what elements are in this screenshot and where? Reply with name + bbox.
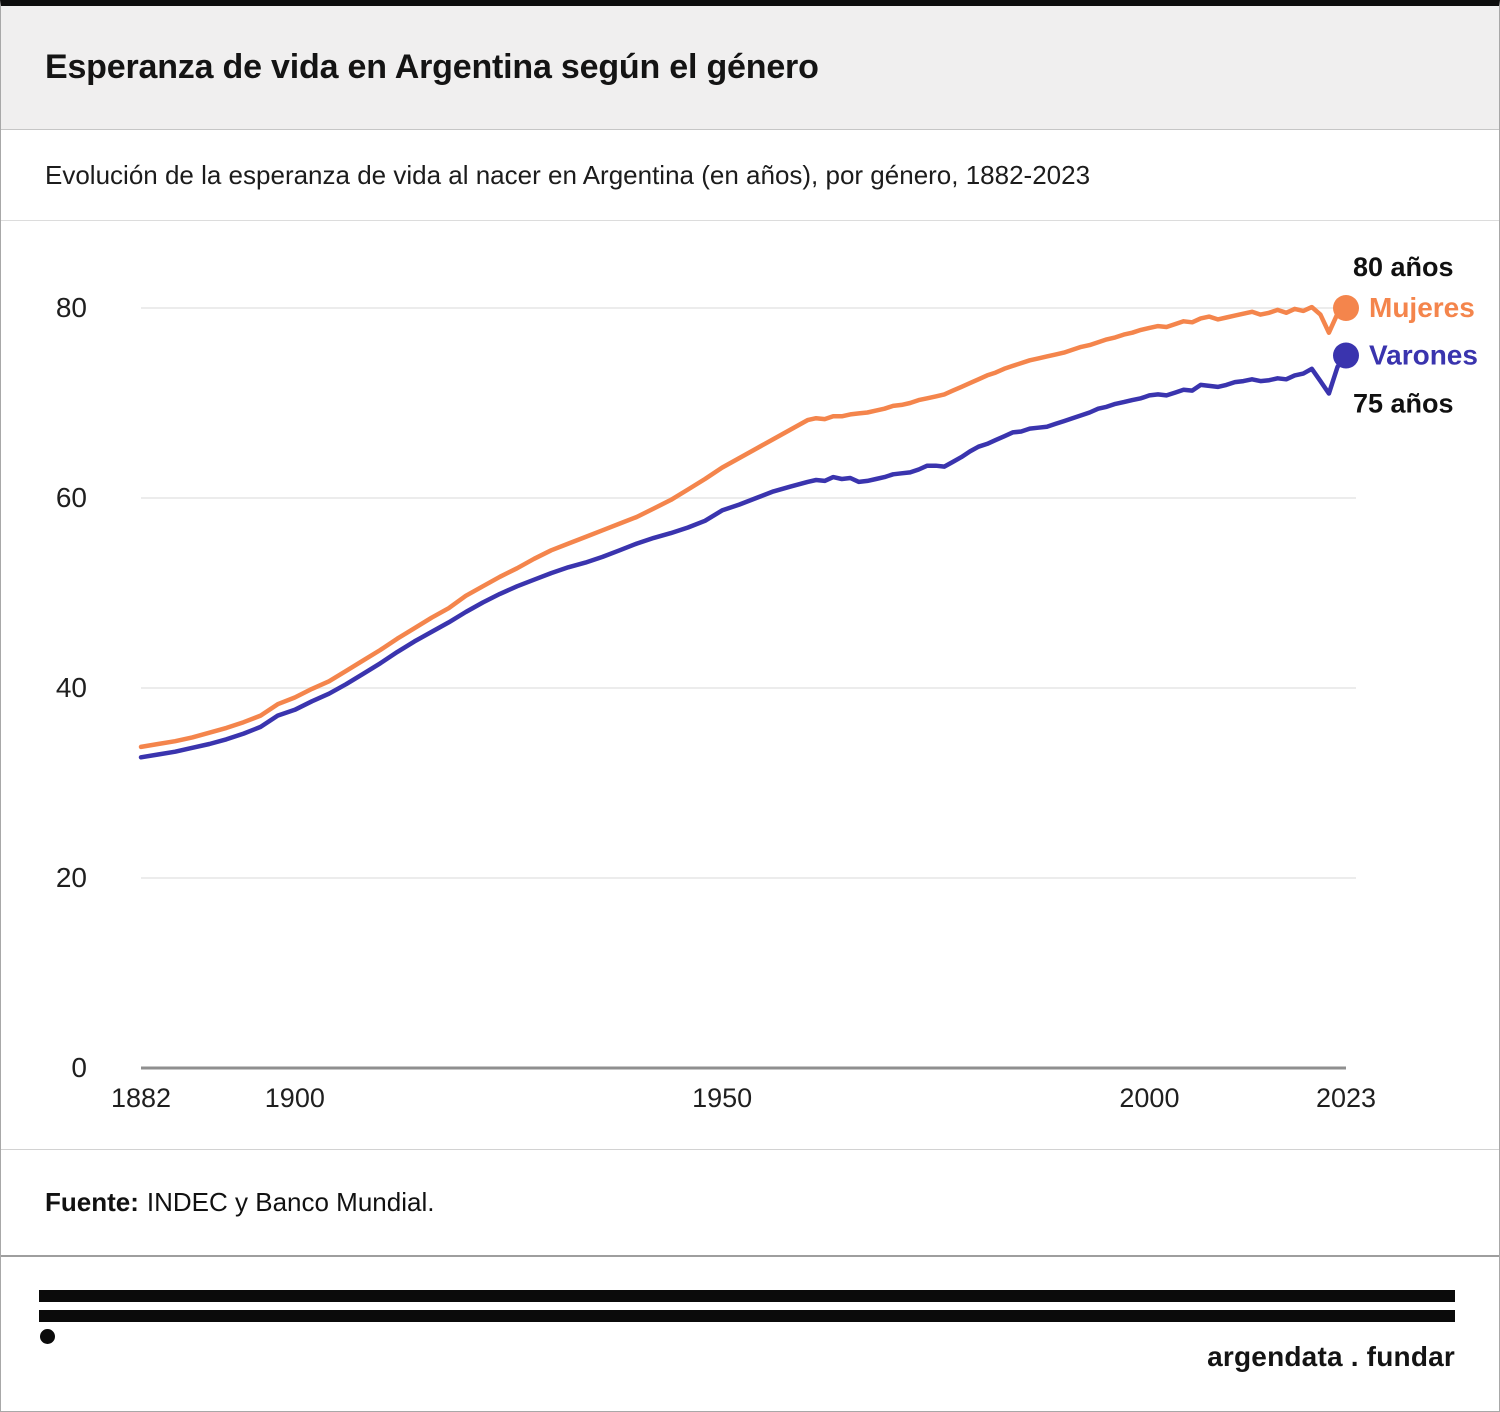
x-tick-label-1950: 1950 bbox=[692, 1083, 752, 1113]
branding-footer: argendata . fundar bbox=[1, 1257, 1499, 1405]
series-label-varones: Varones bbox=[1369, 340, 1478, 371]
annotation-varones-value: 75 años bbox=[1353, 389, 1454, 419]
x-tick-label-1900: 1900 bbox=[265, 1083, 325, 1113]
logo-text: argendata . fundar bbox=[1207, 1341, 1455, 1372]
x-tick-label-1882: 1882 bbox=[111, 1083, 171, 1113]
page-title: Esperanza de vida en Argentina según el … bbox=[45, 48, 819, 86]
series-end-dot-mujeres bbox=[1333, 295, 1359, 321]
source-label: Fuente: bbox=[45, 1187, 139, 1217]
series-line-varones bbox=[138, 353, 1349, 760]
x-tick-label-2023: 2023 bbox=[1316, 1083, 1376, 1113]
chart-canvas: 0 20 40 60 80 1882 1900 1950 2000 2023 Mujeres Varo… bbox=[56, 252, 1478, 1113]
logo-dot bbox=[40, 1329, 55, 1344]
series-line-mujeres bbox=[138, 304, 1349, 750]
logo-bar-bottom bbox=[39, 1310, 1455, 1322]
series-end-dot-varones bbox=[1333, 342, 1359, 369]
source-note: Fuente: INDEC y Banco Mundial. bbox=[1, 1149, 1499, 1257]
source-text: INDEC y Banco Mundial. bbox=[146, 1187, 435, 1217]
y-tick-label-20: 20 bbox=[56, 862, 87, 893]
chart-subtitle: Evolución de la esperanza de vida al nac… bbox=[1, 130, 1499, 221]
y-tick-label-60: 60 bbox=[56, 482, 87, 513]
annotation-mujeres-value: 80 años bbox=[1353, 252, 1454, 282]
header: Esperanza de vida en Argentina según el … bbox=[1, 6, 1499, 130]
y-tick-label-80: 80 bbox=[56, 292, 87, 323]
logo-bar-top bbox=[39, 1290, 1455, 1302]
x-tick-label-2000: 2000 bbox=[1119, 1083, 1179, 1113]
series-label-mujeres: Mujeres bbox=[1369, 292, 1475, 323]
life-expectancy-chart: 0 20 40 60 80 1882 1900 1950 2000 2023 Mujeres Varo… bbox=[1, 221, 1499, 1149]
y-tick-label-40: 40 bbox=[56, 672, 87, 703]
y-tick-label-0: 0 bbox=[71, 1052, 87, 1083]
